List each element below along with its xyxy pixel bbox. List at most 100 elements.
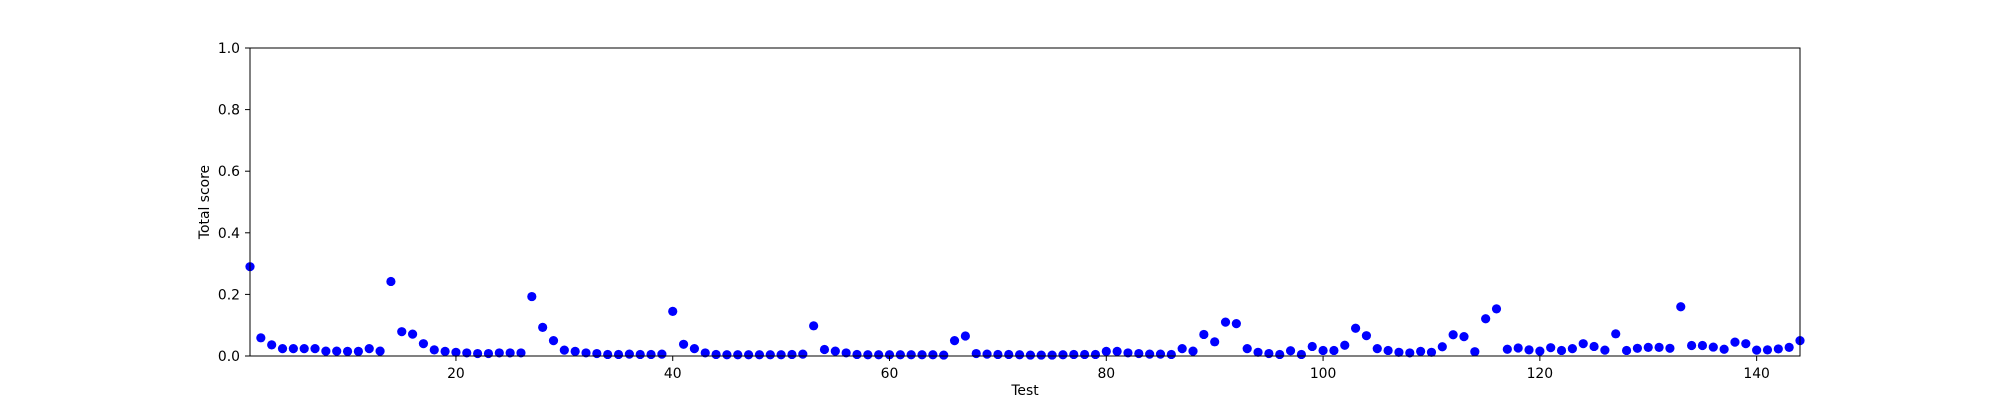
data-point [744,350,754,360]
y-tick-label: 0.2 [218,287,240,303]
y-axis-label: Total score [197,165,213,240]
data-point [1210,337,1220,347]
data-point [624,349,634,359]
data-point [1361,331,1372,341]
data-point [386,276,396,287]
data-point [1416,346,1426,356]
data-point [722,350,732,360]
data-point [787,349,797,360]
data-point [1101,346,1111,356]
data-point [1340,340,1350,350]
data-point [635,349,645,360]
data-point [960,331,970,341]
data-point [1567,344,1577,354]
plot-background [250,48,1800,356]
data-point [473,348,483,359]
data-point [1730,337,1740,347]
data-point [440,346,450,356]
data-point [407,329,418,339]
data-point [1784,342,1794,352]
data-point [1491,304,1502,314]
data-point [798,349,808,359]
data-point [1687,340,1697,351]
data-point [830,346,840,356]
data-point [939,350,949,360]
data-point [613,349,624,360]
data-point [1611,329,1621,339]
data-point [451,347,461,357]
data-point [1459,332,1469,342]
data-point [1285,346,1296,356]
data-point [863,350,873,360]
data-point [1383,345,1393,356]
data-point [375,346,385,356]
data-point [689,344,700,354]
plot-frame [249,47,1801,357]
y-tick-label: 1.0 [218,41,240,57]
data-point [874,350,884,360]
data-point [1350,323,1361,333]
data-point [1524,345,1534,355]
data-point [581,348,591,358]
data-point [256,333,266,343]
data-point [668,306,678,316]
data-point [1773,344,1783,354]
data-point [310,344,320,354]
data-point [1275,349,1285,360]
data-point [1752,345,1762,355]
data-point [1123,348,1133,358]
y-tick-label: 0.0 [218,349,240,365]
data-point [1437,342,1447,352]
data-point [841,348,851,358]
x-tick-label: 140 [1743,366,1770,382]
data-point [711,349,721,360]
y-tick-label: 0.8 [218,103,240,119]
data-point [1134,348,1144,359]
data-point [288,344,298,354]
x-tick-label: 20 [447,366,465,382]
data-point [754,350,765,360]
data-point [1155,349,1166,359]
data-point [1166,349,1176,360]
data-point [494,348,504,358]
data-point [1632,343,1643,353]
x-tick-label: 40 [664,366,682,382]
data-point [906,350,916,360]
data-point [884,350,895,360]
data-point [1762,345,1773,355]
data-point [1188,346,1198,356]
data-point [1578,339,1588,349]
x-tick-label: 60 [881,366,899,382]
data-point [1448,330,1458,340]
data-point [570,346,580,356]
data-point [895,350,905,360]
data-point [429,345,439,355]
data-point [397,327,407,337]
data-point [809,321,819,331]
data-point [1697,340,1708,351]
data-point [527,291,537,302]
data-point [852,349,862,360]
data-point [1600,345,1610,355]
data-point [1470,347,1480,357]
data-point [538,322,548,332]
data-point [1014,350,1025,360]
data-point [1090,349,1101,360]
data-point [765,350,775,360]
data-point [1654,342,1664,352]
data-point [1004,349,1014,360]
data-point [819,344,830,355]
data-point [928,350,938,360]
data-point [1307,341,1317,352]
data-point [1405,348,1415,358]
data-point [1589,341,1599,352]
data-point [1676,302,1686,312]
data-point [1058,350,1068,360]
data-point [1264,348,1274,359]
data-point [267,340,277,350]
data-point [1502,344,1512,354]
data-point [1535,346,1545,356]
data-point [1145,349,1155,359]
data-point [548,336,559,346]
data-point [733,350,743,360]
